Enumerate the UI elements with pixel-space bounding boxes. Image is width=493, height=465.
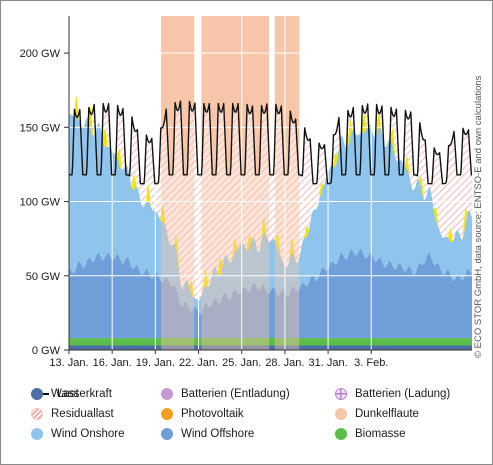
biomasse-area <box>69 338 472 346</box>
legend-item: Batterien (Entladung) <box>161 385 290 403</box>
dunkelflaute-overlay <box>161 16 195 350</box>
legend-label: Last <box>57 388 79 400</box>
legend-item: Wasserkraft <box>31 385 112 403</box>
energy-mix-chart: 0 GW 50 GW 100 GW 150 GW 200 GW 13. Jan. 16. … <box>20 16 472 369</box>
photovoltaik-area <box>69 96 472 301</box>
x-tick-label: 19. Jan. <box>136 357 175 369</box>
dunkelflaute-overlay <box>274 16 300 350</box>
y-tick-label: 100 GW <box>20 197 61 209</box>
y-tick-label: 50 GW <box>26 271 61 283</box>
x-tick-label: 28. Jan. <box>265 357 304 369</box>
legend-swatch <box>335 428 347 440</box>
legend-label: Wind Onshore <box>51 428 125 440</box>
x-tick-label: 25. Jan. <box>222 357 261 369</box>
legend: Last Batterien (Entladung) Batterien (Ladu… <box>31 385 481 461</box>
x-axis: 13. Jan. 16. Jan. 19. Jan. 22. Jan. 25. Jan.… <box>49 349 472 369</box>
source-note: © ECO STOR GmbH, data source: ENTSO-E an… <box>473 75 484 358</box>
legend-label: Residuallast <box>51 408 114 420</box>
legend-item: Wind Onshore <box>31 425 125 443</box>
legend-swatch <box>335 408 347 420</box>
legend-swatch <box>161 388 173 400</box>
legend-label: Dunkelflaute <box>355 408 419 420</box>
x-tick-label: 13. Jan. <box>49 357 88 369</box>
legend-label: Batterien (Ladung) <box>355 388 451 400</box>
x-tick-label: 31. Jan. <box>309 357 348 369</box>
legend-item: Dunkelflaute <box>335 405 419 423</box>
legend-item: Biomasse <box>335 425 406 443</box>
legend-item: Wind Offshore <box>161 425 254 443</box>
residuallast-area <box>69 96 472 301</box>
last-line-group <box>69 100 472 185</box>
legend-swatch <box>335 388 347 400</box>
y-tick-label: 200 GW <box>20 48 61 60</box>
y-tick-label: 150 GW <box>20 122 61 134</box>
legend-swatch <box>161 408 173 420</box>
x-tick-label: 3. Feb. <box>354 357 388 369</box>
legend-item: Residuallast <box>31 405 114 423</box>
legend-label: Photovoltaik <box>181 408 244 420</box>
wasserkraft-area <box>69 345 472 350</box>
legend-label: Batterien (Entladung) <box>181 388 290 400</box>
legend-item: Batterien (Ladung) <box>335 385 450 403</box>
legend-item: Photovoltaik <box>161 405 244 423</box>
x-tick-label: 16. Jan. <box>93 357 132 369</box>
legend-swatch <box>161 428 173 440</box>
last-line <box>69 100 472 185</box>
legend-label: Biomasse <box>355 428 406 440</box>
stacked-areas <box>69 16 472 350</box>
y-axis: 0 GW 50 GW 100 GW 150 GW 200 GW <box>20 16 70 357</box>
legend-swatch <box>31 408 43 420</box>
legend-label: Wasserkraft <box>51 388 112 400</box>
legend-label: Wind Offshore <box>181 428 255 440</box>
x-tick-label: 22. Jan. <box>179 357 218 369</box>
legend-swatch <box>31 428 43 440</box>
y-tick-label: 0 GW <box>32 345 61 357</box>
legend-swatch <box>31 388 43 400</box>
dunkelflaute-overlay <box>201 16 270 350</box>
